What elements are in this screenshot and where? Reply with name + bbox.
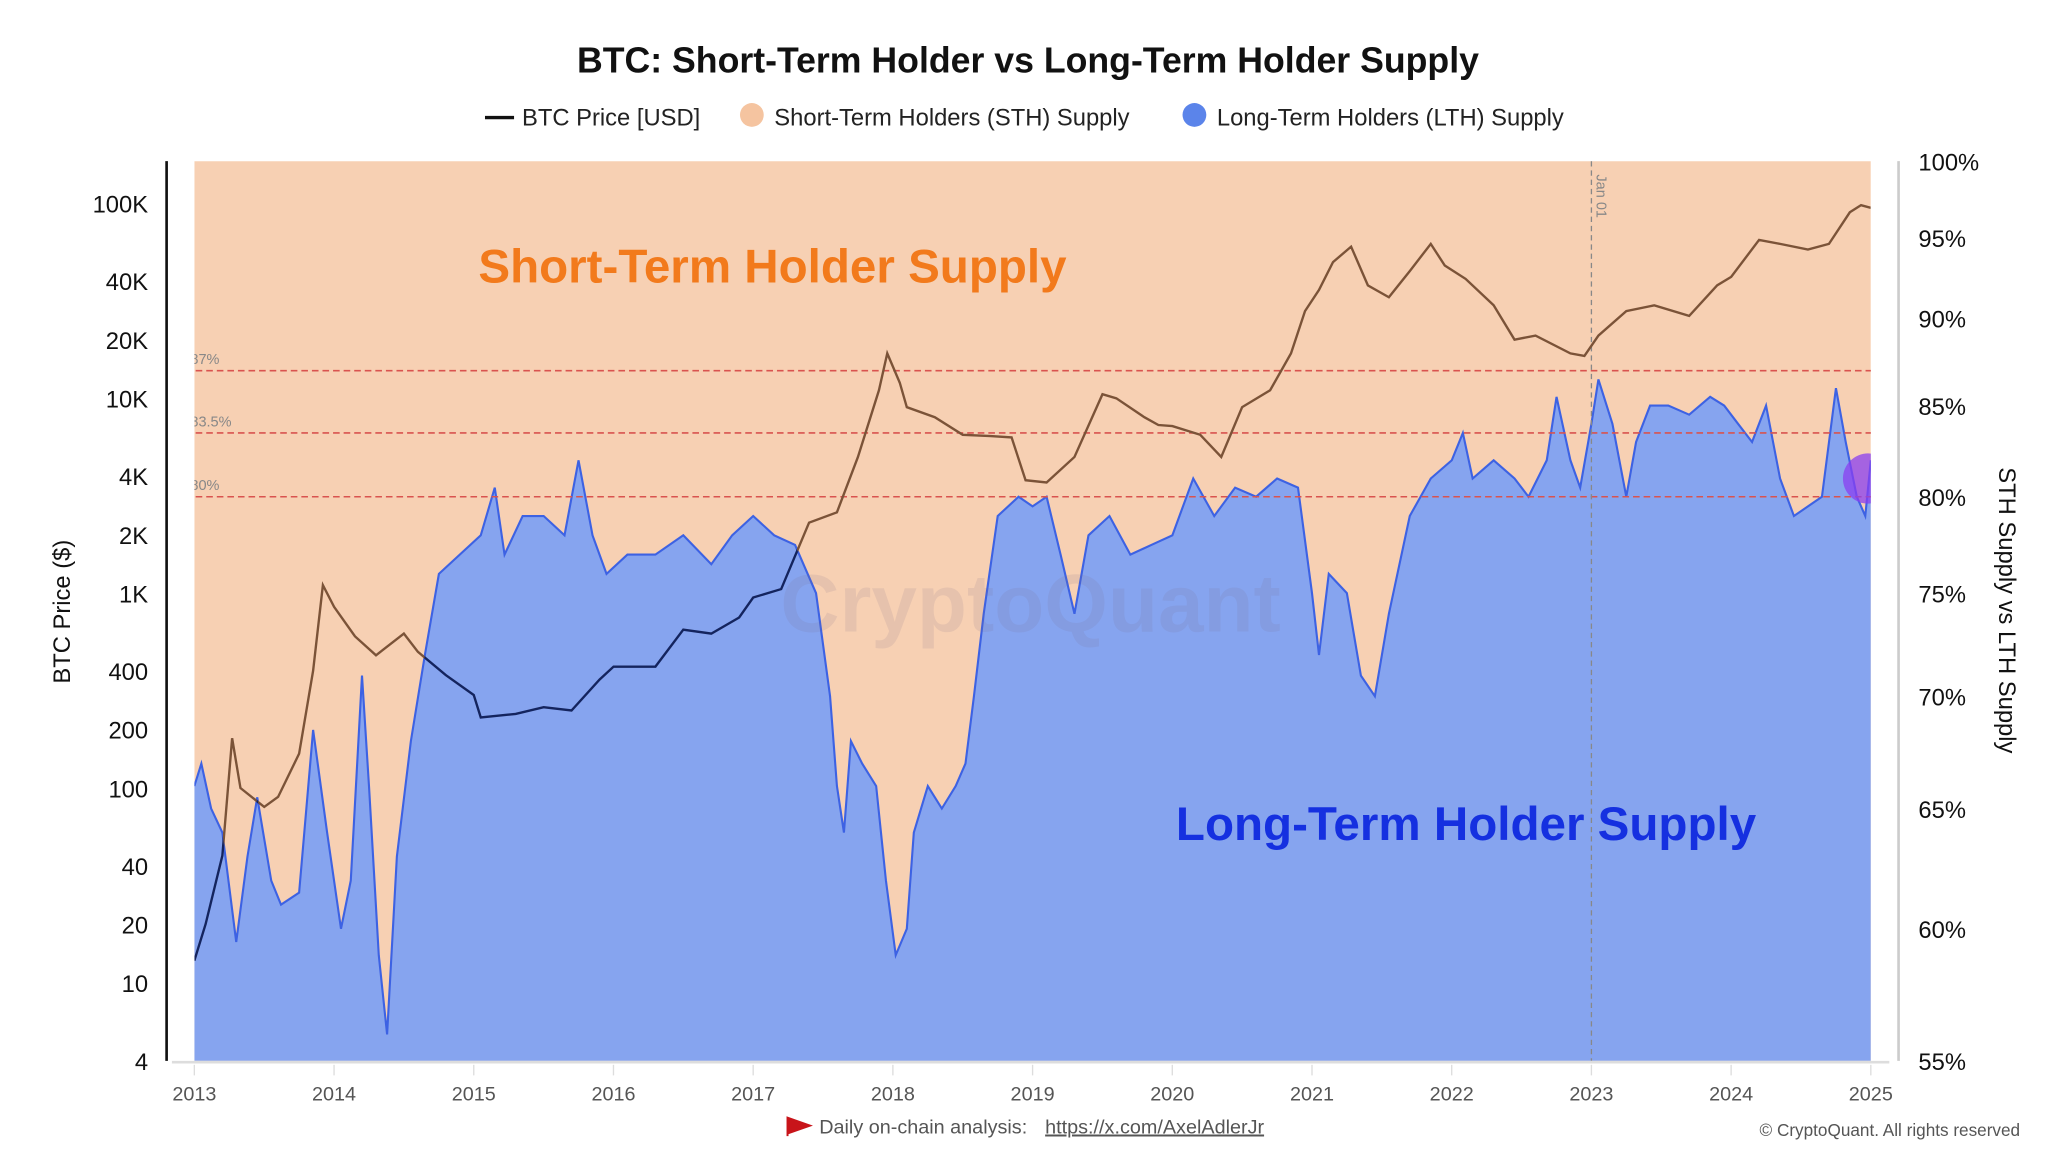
legend-label: Short-Term Holders (STH) Supply [774, 105, 1129, 132]
x-tick-label: 2021 [1290, 1083, 1334, 1105]
legend-item-sth[interactable]: Short-Term Holders (STH) Supply [739, 103, 1130, 132]
copyright: © CryptoQuant. All rights reserved [1760, 1120, 2021, 1140]
legend-label: Long-Term Holders (LTH) Supply [1217, 105, 1564, 132]
y-right-tick-label: 75% [1918, 581, 1966, 608]
x-tick-label: 2025 [1849, 1083, 1893, 1105]
y-left-tick-label: 40K [106, 269, 148, 296]
reference-line-label: 87% [190, 352, 219, 368]
y-left-tick-label: 1K [119, 581, 148, 608]
y-left-tick-label: 4K [119, 464, 148, 491]
x-tick-label: 2022 [1430, 1083, 1474, 1105]
legend: BTC Price [USD] Short-Term Holders (STH)… [484, 103, 1564, 132]
legend-dot-marker [1182, 103, 1207, 127]
y-right-tick-label: 90% [1918, 307, 1966, 334]
y-left-tick-label: 4 [135, 1049, 148, 1076]
flag-icon [786, 1116, 813, 1137]
lth-annotation: Long-Term Holder Supply [1176, 798, 1757, 851]
x-tick-label: 2014 [312, 1083, 356, 1105]
y-left-tick-label: 200 [108, 718, 148, 745]
sth-annotation: Short-Term Holder Supply [478, 241, 1067, 294]
y-right-tick-label: 55% [1918, 1049, 1966, 1076]
footer-source-link[interactable]: https://x.com/AxelAdlerJr [1045, 1117, 1264, 1139]
watermark: CryptoQuant [780, 558, 1280, 649]
x-tick-label: 2013 [172, 1083, 216, 1105]
reference-line-label: 80% [190, 478, 219, 494]
x-tick-label: 2019 [1011, 1083, 1055, 1105]
x-tick-label: 2020 [1150, 1083, 1194, 1105]
legend-item-lth[interactable]: Long-Term Holders (LTH) Supply [1182, 103, 1564, 132]
legend-label: BTC Price [USD] [522, 105, 700, 132]
legend-dot-marker [739, 103, 764, 127]
reference-line-label: 83.5% [190, 414, 231, 430]
y-right-tick-label: 80% [1918, 485, 1966, 512]
y-right-tick-label: 65% [1918, 797, 1966, 824]
y-right-tick-label: 100% [1918, 149, 1979, 176]
footer: Daily on-chain analysis: https://x.com/A… [786, 1116, 2021, 1140]
highlight-point[interactable] [1842, 453, 1893, 504]
y-left-tick-label: 100 [108, 776, 148, 803]
right-axis-label: STH Supply vs LTH Supply [1993, 467, 2020, 753]
y-left-tick-label: 40 [122, 854, 148, 881]
y-left-tick-label: 10 [122, 971, 148, 998]
y-right-tick-label: 85% [1918, 394, 1966, 421]
footer-source-label: Daily on-chain analysis: [819, 1117, 1027, 1139]
x-tick-label: 2016 [591, 1083, 635, 1105]
y-left-tick-label: 20K [106, 328, 148, 355]
lth-supply-line [194, 379, 1871, 1035]
x-tick-label: 2017 [731, 1083, 775, 1105]
btc-price-line [194, 203, 1871, 962]
y-right-tick-label: 95% [1918, 226, 1966, 253]
y-left-tick-label: 2K [119, 523, 148, 550]
y-left-tick-label: 400 [108, 659, 148, 686]
lth-supply-area [194, 379, 1871, 1061]
jan-01-marker-label: Jan 01 [1593, 174, 1609, 218]
x-tick-label: 2023 [1569, 1083, 1613, 1105]
y-left-tick-label: 10K [106, 387, 148, 414]
x-tick-label: 2024 [1709, 1083, 1753, 1105]
y-left-tick-label: 20 [122, 912, 148, 939]
y-left-tick-label: 100K [93, 192, 149, 219]
x-tick-label: 2018 [871, 1083, 915, 1105]
x-tick-label: 2015 [452, 1083, 496, 1105]
left-axis-label: BTC Price ($) [49, 540, 76, 684]
legend-item-price[interactable]: BTC Price [USD] [484, 105, 700, 132]
y-right-tick-label: 60% [1918, 917, 1966, 944]
chart-title: BTC: Short-Term Holder vs Long-Term Hold… [577, 41, 1479, 81]
y-right-tick-label: 70% [1918, 684, 1966, 711]
